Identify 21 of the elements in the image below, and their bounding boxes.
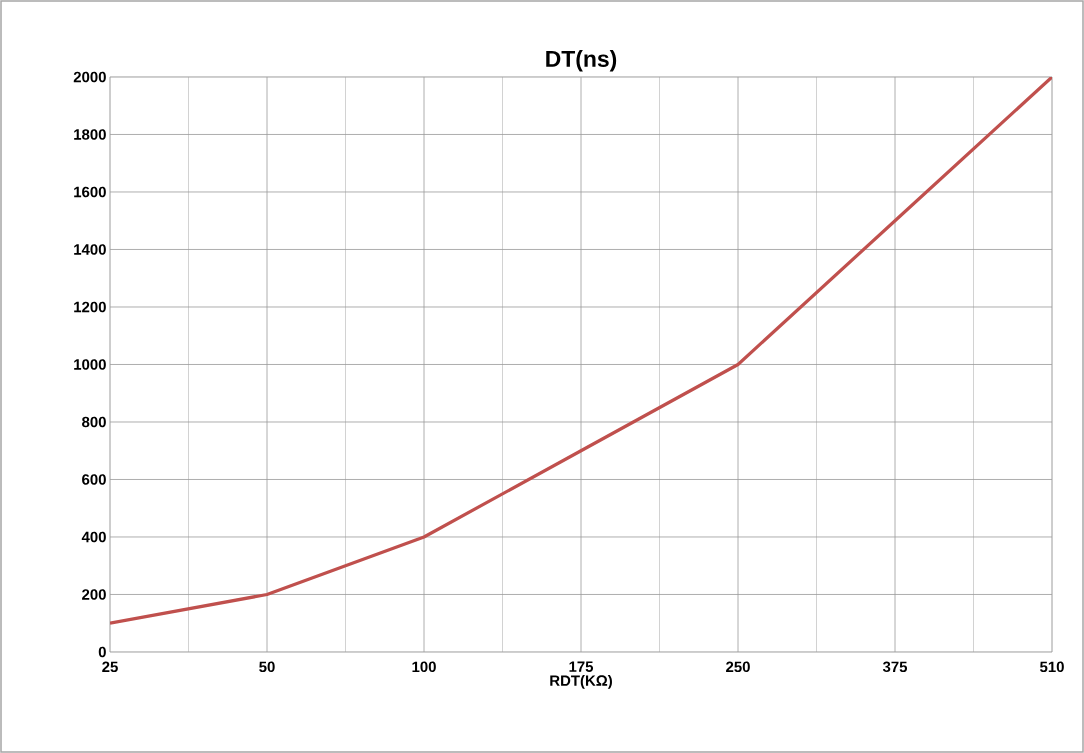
y-tick-label: 1400 — [74, 244, 106, 255]
x-axis-title: RDT(KΩ) — [550, 674, 612, 689]
x-tick-label: 375 — [882, 661, 908, 673]
x-tick-label: 25 — [102, 661, 118, 673]
y-tick-label: 1800 — [74, 129, 106, 140]
chart-title: DT(ns) — [546, 50, 617, 72]
x-tick-label: 100 — [412, 661, 436, 673]
x-tick-label: 250 — [726, 661, 750, 673]
y-tick-label: 1200 — [74, 301, 106, 313]
x-tick-label: 510 — [1040, 661, 1064, 673]
y-tick-label: 1000 — [74, 359, 106, 370]
y-tick-label: 600 — [82, 474, 106, 485]
y-tick-label: 2000 — [73, 71, 106, 83]
y-tick-label: 1600 — [74, 186, 106, 198]
x-tick-label: 175 — [569, 661, 594, 672]
y-tick-label: 0 — [98, 646, 106, 658]
y-tick-label: 800 — [82, 416, 106, 428]
x-tick-label: 50 — [259, 661, 275, 673]
line-series — [110, 76, 1053, 625]
y-tick-label: 400 — [81, 531, 106, 543]
y-tick-label: 200 — [82, 589, 106, 600]
